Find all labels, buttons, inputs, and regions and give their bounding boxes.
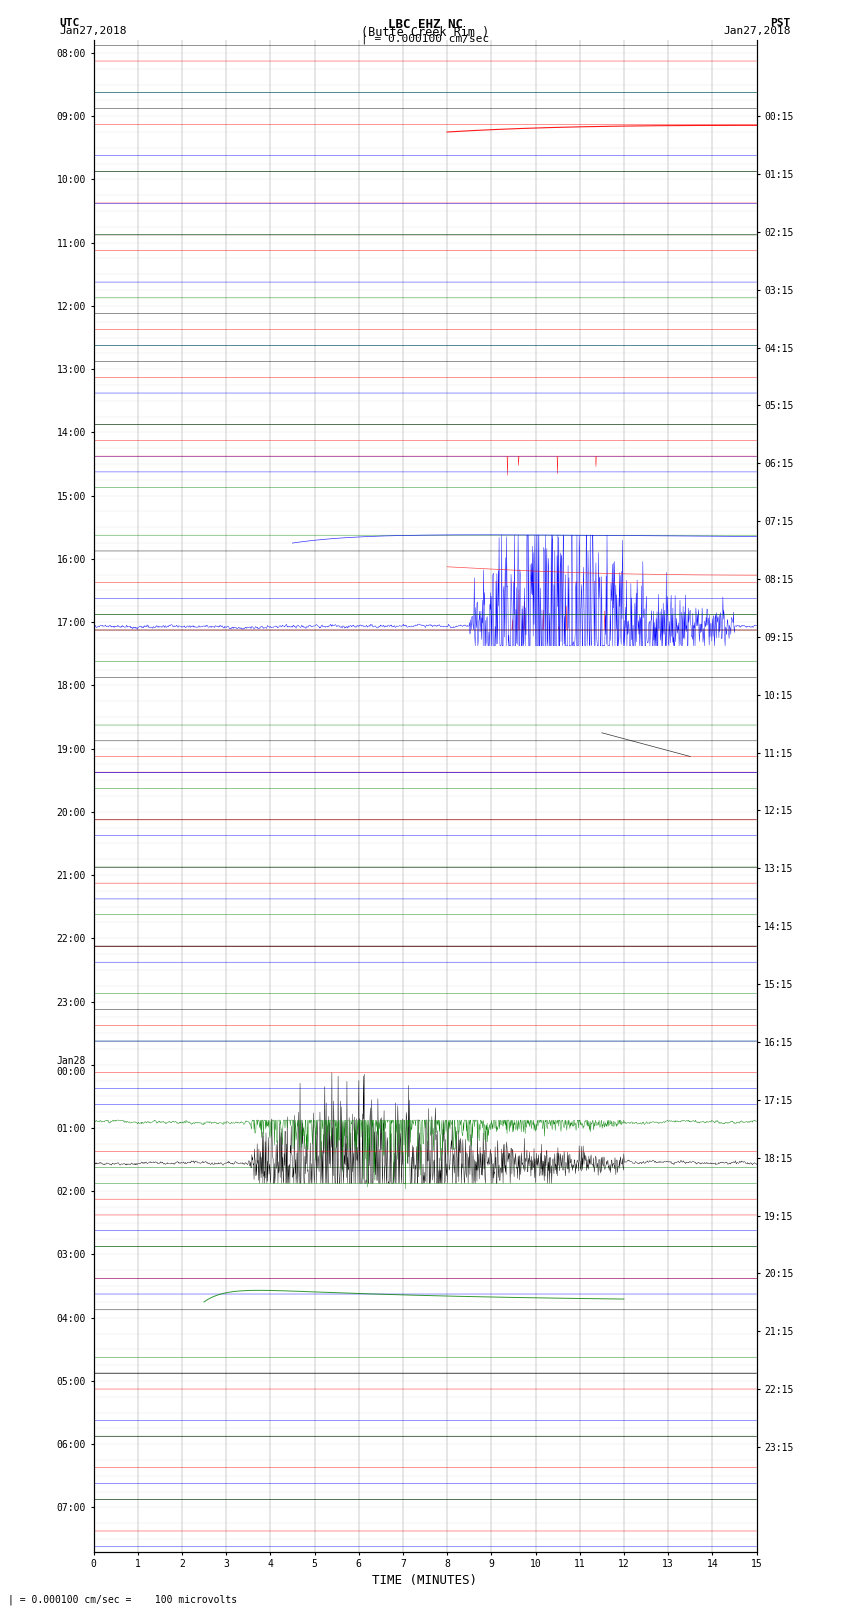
Text: | = 0.000100 cm/sec: | = 0.000100 cm/sec xyxy=(361,34,489,45)
Text: Jan27,2018: Jan27,2018 xyxy=(723,26,791,35)
X-axis label: TIME (MINUTES): TIME (MINUTES) xyxy=(372,1574,478,1587)
Text: UTC: UTC xyxy=(60,18,80,27)
Text: (Butte Creek Rim ): (Butte Creek Rim ) xyxy=(361,26,489,39)
Text: | = 0.000100 cm/sec =    100 microvolts: | = 0.000100 cm/sec = 100 microvolts xyxy=(8,1594,238,1605)
Text: LBC EHZ NC: LBC EHZ NC xyxy=(388,18,462,31)
Text: PST: PST xyxy=(770,18,790,27)
Text: Jan27,2018: Jan27,2018 xyxy=(60,26,127,35)
